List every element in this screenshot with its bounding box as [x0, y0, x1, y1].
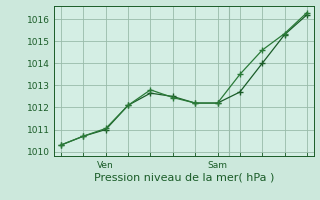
X-axis label: Pression niveau de la mer( hPa ): Pression niveau de la mer( hPa ): [94, 173, 274, 183]
